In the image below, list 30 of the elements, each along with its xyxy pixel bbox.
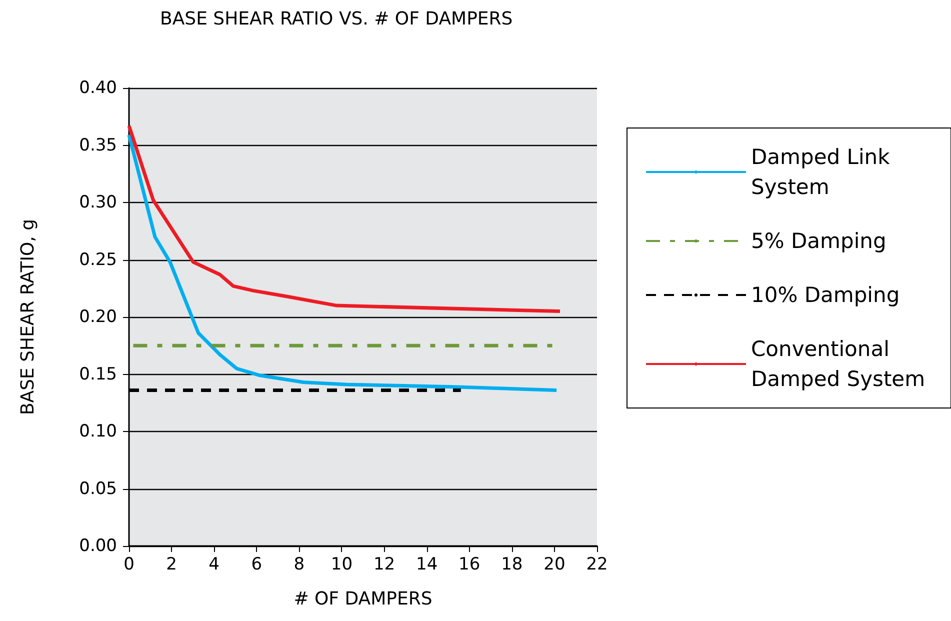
legend-label: 5% Damping	[751, 229, 886, 253]
legend-label: Damped Link System	[751, 145, 896, 199]
y-tick-label: 0.40	[79, 78, 117, 98]
line-series	[127, 124, 562, 314]
y-tick-label: 0.35	[79, 135, 117, 156]
legend-label: 10% Damping	[751, 283, 900, 307]
x-tick-label: 12	[373, 554, 396, 574]
y-tick-label: 0.10	[79, 422, 117, 442]
x-tick-label: 0	[124, 554, 134, 574]
x-tick-label: 14	[416, 554, 438, 574]
y-axis-title: BASE SHEAR RATIO, g	[18, 218, 38, 416]
chart-title: BASE SHEAR RATIO VS. # OF DAMPERS	[160, 8, 513, 30]
legend-label: Conventional Damped System	[751, 337, 926, 391]
x-tick-label: 22	[586, 554, 608, 574]
y-tick-label: 0.00	[79, 536, 117, 556]
y-tick-label: 0.30	[79, 192, 117, 212]
x-tick-label: 2	[166, 554, 177, 574]
x-axis-title: # OF DAMPERS	[294, 588, 432, 610]
x-tick-label: 6	[251, 554, 262, 574]
x-tick-label: 10	[330, 554, 353, 574]
x-tick-label: 4	[208, 554, 220, 574]
y-tick-label: 0.25	[79, 250, 117, 270]
x-tick-label: 18	[501, 554, 523, 574]
x-tick-label: 20	[544, 554, 566, 574]
y-tick-label: 0.20	[79, 307, 117, 327]
y-tick-label: 0.15	[79, 364, 117, 384]
x-tick-label: 8	[294, 554, 305, 574]
y-tick-label: 0.05	[79, 478, 117, 499]
x-tick-label: 16	[458, 554, 480, 574]
line-series	[127, 133, 558, 392]
